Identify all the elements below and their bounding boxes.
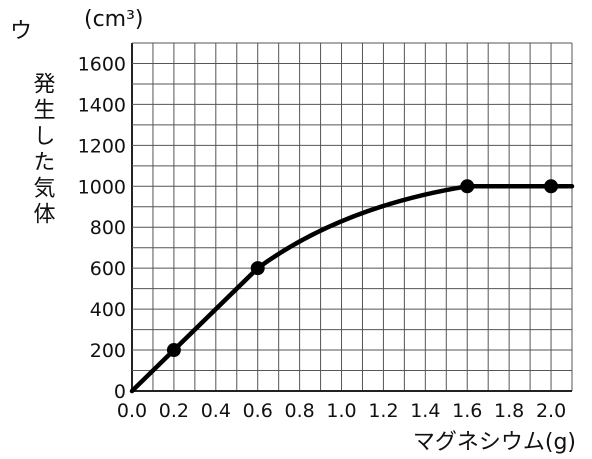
data-point [250,261,265,276]
y-tick-label: 400 [90,299,126,321]
y-tick-labels: 0 200 400 600 800 1000 1200 1400 1600 [78,53,126,403]
x-tick-label: 0.8 [285,400,315,422]
x-tick-label: 1.6 [452,400,482,422]
x-tick-labels: 0.0 0.2 0.4 0.6 0.8 1.0 1.2 1.4 1.6 1.8 2.0 [117,400,566,422]
x-tick-label: 0.0 [117,400,147,422]
x-tick-label: 1.8 [494,400,524,422]
x-tick-label: 1.4 [410,400,440,422]
data-point [544,179,559,194]
data-point [166,343,181,358]
x-tick-label: 2.0 [536,400,566,422]
unit-label: (cm³) [84,7,144,32]
curve-layer [129,184,575,394]
points-layer [166,179,559,358]
grid [131,42,573,392]
x-axis-label: マグネシウム(g) [413,430,576,455]
x-tick-label: 0.2 [159,400,189,422]
x-tick-label: 0.6 [243,400,273,422]
y-tick-label: 200 [90,340,126,362]
y-tick-label: 1000 [78,176,126,198]
x-tick-label: 0.4 [201,400,231,422]
y-tick-label: 1400 [78,94,126,116]
x-tick-label: 1.2 [368,400,398,422]
gas-volume-curve [129,184,575,394]
y-tick-label: 800 [90,217,126,239]
panel-label: ウ [10,19,32,44]
data-point [460,179,475,194]
y-axis-label: 発生した気体 [30,72,56,228]
y-tick-label: 600 [90,258,126,280]
y-tick-label: 0 [114,381,126,403]
x-tick-label: 1.0 [326,400,356,422]
y-tick-label: 1600 [78,53,126,75]
y-tick-label: 1200 [78,135,126,157]
